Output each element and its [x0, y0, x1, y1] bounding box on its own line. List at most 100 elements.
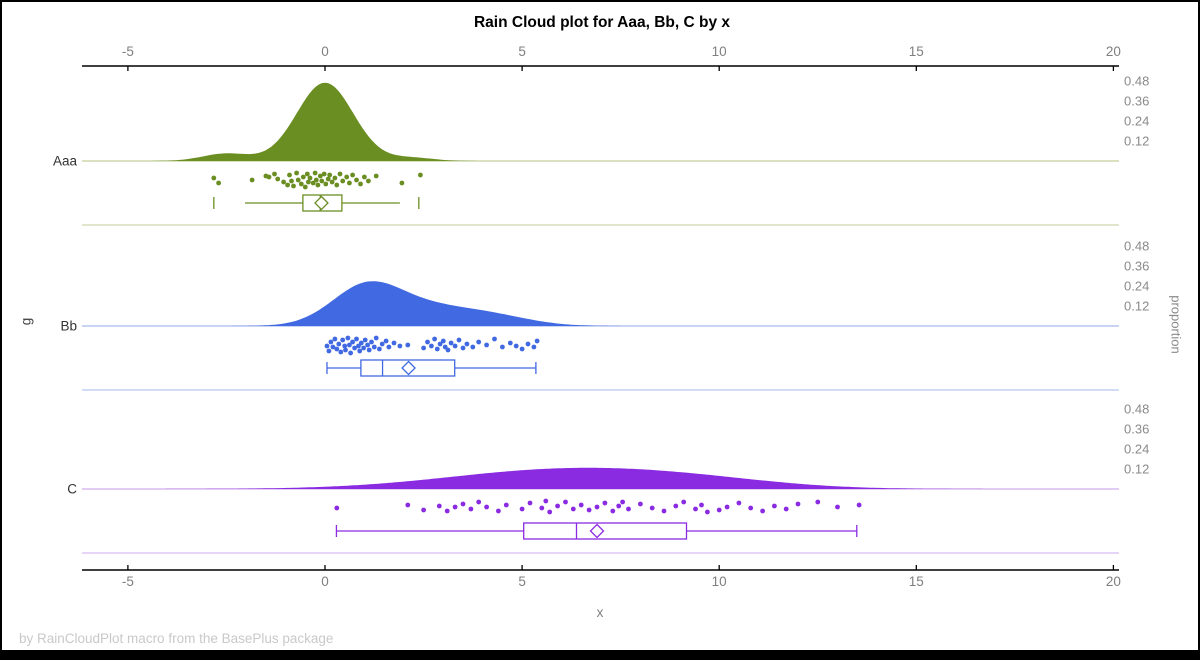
rain-point [342, 343, 348, 349]
rain-point [736, 500, 742, 506]
proportion-tick-label: 0.24 [1124, 278, 1150, 294]
rain-point [304, 171, 310, 177]
rain-point [425, 339, 430, 345]
x-axis-title: x [596, 605, 604, 620]
rain-point [513, 343, 519, 349]
mean-diamond [589, 523, 605, 539]
rain-point [289, 178, 294, 184]
rain-point [856, 502, 862, 508]
rain-point [350, 339, 355, 345]
rain-point [348, 350, 353, 356]
rain-point [352, 345, 357, 351]
rain-point [760, 508, 765, 514]
rain-point [681, 499, 687, 505]
rain-point [334, 346, 340, 352]
top-axis-tick-label: 0 [321, 44, 329, 59]
rain-point [484, 342, 489, 348]
rain-point [484, 504, 489, 510]
bottom-axis-tick-label: 10 [711, 574, 727, 589]
proportion-tick-label: 0.48 [1124, 401, 1150, 417]
rain-point [543, 498, 549, 504]
proportion-tick-label: 0.12 [1124, 461, 1150, 477]
top-axis-tick-label: 5 [518, 44, 526, 59]
rain-point [391, 340, 397, 346]
proportion-tick-label: 0.12 [1124, 133, 1150, 149]
rain-point [362, 174, 367, 180]
rain-point [340, 178, 346, 184]
rain-point [460, 345, 466, 351]
rain-point [610, 508, 616, 514]
rain-point [399, 180, 405, 186]
rain-point [350, 172, 355, 178]
bottom-axis-tick-label: 15 [908, 574, 924, 589]
rain-point [337, 171, 343, 177]
rain-point [507, 340, 513, 346]
rain-point [366, 347, 372, 353]
mean-diamond [314, 195, 329, 211]
rain-point [216, 180, 222, 186]
rain-point [306, 179, 311, 185]
rain-point [340, 337, 346, 343]
rain-point [334, 505, 340, 511]
rain-point [464, 341, 470, 347]
right-axis-title: proportion [1168, 295, 1184, 354]
rain-point [369, 339, 374, 345]
rain-point [332, 336, 338, 342]
bottom-axis-tick-label: 5 [518, 574, 526, 589]
rain-point [287, 172, 292, 178]
rain-point [405, 502, 411, 508]
rain-point [578, 502, 584, 508]
rain-point [291, 183, 296, 189]
top-axis-tick-label: 20 [1105, 44, 1121, 59]
rain-point [324, 343, 330, 349]
rain-point [319, 178, 325, 184]
rain-point [310, 180, 316, 186]
rain-point [275, 176, 281, 182]
density-cloud-C [82, 467, 1119, 489]
proportion-tick-label: 0.36 [1124, 93, 1150, 109]
rain-point [783, 506, 789, 512]
rain-point [673, 503, 679, 509]
rain-point [326, 348, 332, 354]
rain-point [373, 173, 379, 179]
rain-point [456, 337, 462, 343]
rain-point [298, 181, 304, 187]
rain-point [211, 175, 217, 181]
rain-point [500, 344, 505, 350]
rain-point [347, 180, 352, 186]
rain-point [285, 182, 290, 188]
rain-point [602, 500, 608, 506]
rain-point [272, 171, 277, 177]
rain-point [405, 342, 411, 348]
top-axis-tick-label: 10 [711, 44, 727, 59]
group-label-Bb: Bb [60, 318, 77, 334]
proportion-tick-label: 0.24 [1124, 113, 1150, 129]
rain-point [334, 182, 340, 188]
rain-point [748, 505, 754, 511]
rain-point [373, 335, 379, 341]
rain-point [442, 344, 448, 350]
rain-point [795, 501, 801, 507]
rain-point [527, 500, 533, 506]
rain-point [312, 170, 318, 176]
rain-point [366, 178, 371, 184]
rain-point [620, 499, 625, 505]
rain-point [476, 499, 482, 505]
rain-point [519, 506, 525, 512]
rain-point [377, 346, 382, 352]
rain-point [525, 341, 531, 347]
rain-point [649, 505, 655, 511]
footer-note: by RainCloudPlot macro from the BasePlus… [19, 631, 334, 646]
rain-point [534, 338, 540, 344]
proportion-tick-label: 0.36 [1124, 258, 1150, 274]
y-axis-title: g [18, 317, 34, 326]
rain-point [362, 337, 368, 343]
rain-point [328, 339, 334, 345]
rain-point [563, 499, 568, 505]
rain-point [429, 343, 434, 349]
rain-point [440, 338, 446, 344]
rain-point [294, 170, 299, 176]
proportion-tick-label: 0.48 [1124, 238, 1150, 254]
bottom-axis-tick-label: -5 [121, 574, 134, 589]
rain-point [531, 344, 537, 350]
